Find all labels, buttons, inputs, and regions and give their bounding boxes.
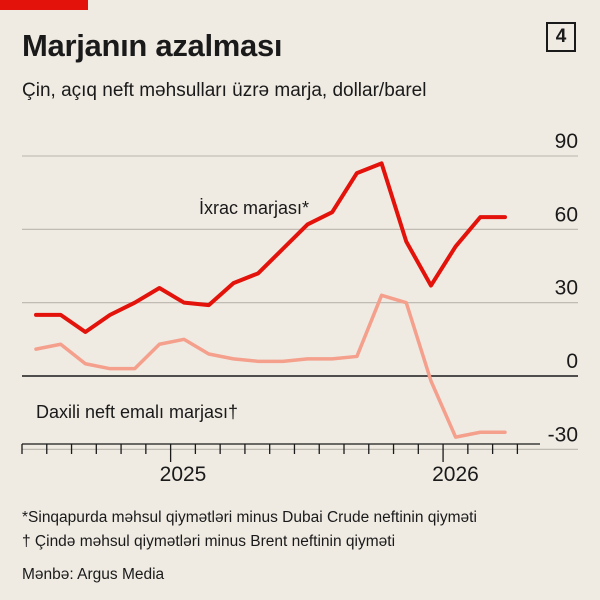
brand-accent-bar	[0, 0, 88, 10]
y-tick-label: 30	[555, 277, 578, 300]
chart-title: Marjanın azalması	[22, 28, 283, 63]
footnote-domestic: † Çində məhsul qiymətləri minus Brent ne…	[22, 533, 396, 550]
source-note: Mənbə: Argus Media	[22, 566, 165, 583]
series-line-export	[34, 161, 507, 334]
chart-number-badge: 4	[546, 22, 576, 52]
y-tick-label: 60	[555, 203, 578, 226]
footnotes: *Sinqapurda məhsul qiymətləri minus Duba…	[22, 506, 477, 554]
footnote-export: *Sinqapurda məhsul qiymətləri minus Duba…	[22, 509, 477, 526]
y-tick-label: -30	[548, 423, 578, 446]
x-tick-label: 2026	[432, 463, 479, 486]
chart-subtitle: Çin, açıq neft məhsulları üzrə marja, do…	[22, 80, 427, 101]
series-label-export: İxrac marjası*	[199, 198, 309, 218]
y-tick-label: 90	[555, 130, 578, 153]
series-label-domestic: Daxili neft emalı marjası†	[36, 402, 238, 422]
x-tick-label: 2025	[160, 463, 207, 486]
y-tick-label: 0	[566, 350, 578, 373]
series-line-domestic	[34, 293, 507, 439]
